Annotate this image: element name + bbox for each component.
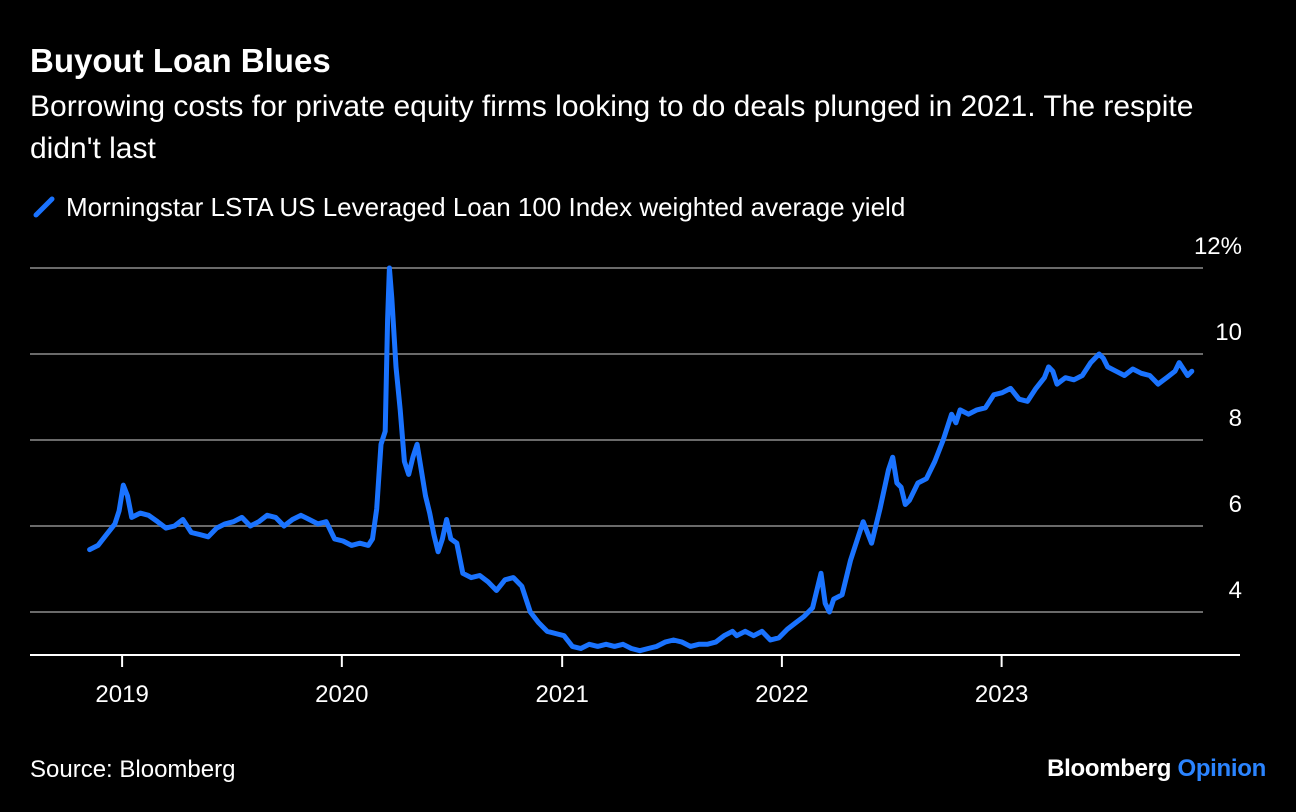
x-tick-label: 2023 [975, 681, 1028, 708]
y-tick-label: 10 [1215, 319, 1242, 346]
chart-title: Buyout Loan Blues [30, 42, 331, 79]
source-note: Source: Bloomberg [30, 756, 236, 783]
gridlines [30, 267, 1203, 613]
x-tick-label: 2019 [95, 681, 148, 708]
y-tick-label: 8 [1229, 405, 1242, 432]
brand-logo: Bloomberg Opinion [1047, 755, 1266, 783]
brand-name: Bloomberg [1047, 755, 1172, 782]
x-tick-label: 2020 [315, 681, 368, 708]
x-tick-label: 2022 [755, 681, 808, 708]
y-tick-label: 12% [1194, 233, 1242, 260]
y-axis-labels: 4 6 8 10 12% [1194, 233, 1242, 604]
series-layer [87, 265, 1195, 654]
x-tick-label: 2021 [535, 681, 588, 708]
legend-line-swatch [33, 196, 55, 218]
y-tick-label: 4 [1229, 577, 1242, 604]
y-tick-label: 6 [1229, 491, 1242, 518]
brand-section: Opinion [1177, 755, 1266, 782]
chart-legend: Morningstar LSTA US Leveraged Loan 100 I… [30, 190, 905, 224]
x-axis: 2019 2020 2021 2022 2023 [30, 654, 1240, 708]
series-line-0 [87, 265, 1195, 654]
chart-subtitle: Borrowing costs for private equity firms… [30, 90, 1194, 165]
legend-label: Morningstar LSTA US Leveraged Loan 100 I… [66, 191, 906, 222]
